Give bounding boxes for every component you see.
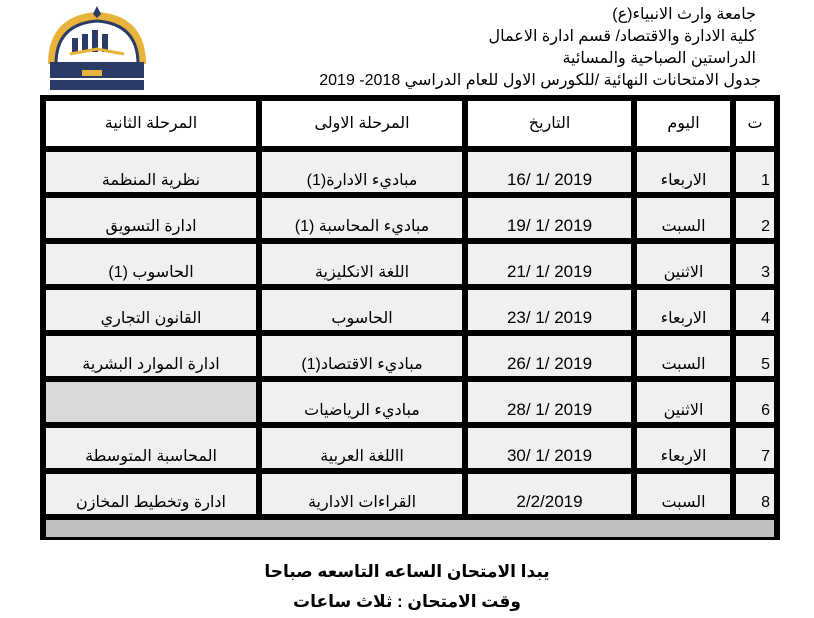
header-stage1: المرحلة الاولى bbox=[262, 101, 462, 146]
cell-date: 16/ 1/ 2019 bbox=[468, 152, 631, 192]
cell-stage2: ادارة الموارد البشرية bbox=[46, 336, 256, 376]
cell-no: 4 bbox=[736, 290, 774, 330]
cell-no: 1 bbox=[736, 152, 774, 192]
cell-day: الاثنين bbox=[637, 382, 730, 422]
cell-stage2 bbox=[46, 382, 256, 422]
cell-stage1: مباديء المحاسبة (1) bbox=[262, 198, 462, 238]
cell-day: السبت bbox=[637, 198, 730, 238]
cell-no: 7 bbox=[736, 428, 774, 468]
cell-stage1: الحاسوب bbox=[262, 290, 462, 330]
cell-date: 30/ 1/ 2019 bbox=[468, 428, 631, 468]
college-department: كلية الادارة والاقتصاد/ قسم ادارة الاعما… bbox=[488, 28, 756, 45]
document-header: جامعة وارث الانبياء(ع) كلية الادارة والا… bbox=[319, 4, 761, 92]
cell-stage1: اللغة الانكليزية bbox=[262, 244, 462, 284]
cell-stage2: القانون التجاري bbox=[46, 290, 256, 330]
cell-no: 2 bbox=[736, 198, 774, 238]
cell-stage2: الحاسوب (1) bbox=[46, 244, 256, 284]
cell-no: 6 bbox=[736, 382, 774, 422]
cell-stage1: مباديء الادارة(1) bbox=[262, 152, 462, 192]
cell-date: 19/ 1/ 2019 bbox=[468, 198, 631, 238]
cell-date: 23/ 1/ 2019 bbox=[468, 290, 631, 330]
cell-stage2: ادارة وتخطيط المخازن bbox=[46, 474, 256, 514]
cell-stage1: االلغة العربية bbox=[262, 428, 462, 468]
cell-stage2: المحاسبة المتوسطة bbox=[46, 428, 256, 468]
header-stage2: المرحلة الثانية bbox=[46, 101, 256, 146]
exam-start-note: يبدا الامتحان الساعه التاسعه صباحا bbox=[264, 562, 550, 581]
university-name: جامعة وارث الانبياء(ع) bbox=[612, 6, 756, 23]
exam-schedule-table: ت اليوم التاريخ المرحلة الاولى المرحلة ا… bbox=[40, 95, 780, 540]
cell-day: الاربعاء bbox=[637, 290, 730, 330]
cell-no: 3 bbox=[736, 244, 774, 284]
header-day: اليوم bbox=[637, 101, 730, 146]
study-type: الدراستين الصباحية والمسائية bbox=[562, 50, 756, 67]
cell-date: 28/ 1/ 2019 bbox=[468, 382, 631, 422]
cell-day: السبت bbox=[637, 474, 730, 514]
university-logo bbox=[42, 4, 152, 94]
schedule-title: جدول الامتحانات النهائية /للكورس الاول ل… bbox=[319, 72, 761, 89]
cell-day: الاربعاء bbox=[637, 428, 730, 468]
cell-no: 5 bbox=[736, 336, 774, 376]
cell-day: الاثنين bbox=[637, 244, 730, 284]
cell-date: 2/2/2019 bbox=[468, 474, 631, 514]
header-date: التاريخ bbox=[468, 101, 631, 146]
cell-no: 8 bbox=[736, 474, 774, 514]
cell-day: الاربعاء bbox=[637, 152, 730, 192]
cell-stage2: ادارة التسويق bbox=[46, 198, 256, 238]
cell-stage2: نظرية المنظمة bbox=[46, 152, 256, 192]
header-no: ت bbox=[736, 101, 774, 146]
exam-duration-note: وقت الامتحان : ثلاث ساعات bbox=[293, 592, 521, 611]
cell-stage1: القراءات الادارية bbox=[262, 474, 462, 514]
table-footer-row bbox=[46, 520, 774, 537]
cell-date: 21/ 1/ 2019 bbox=[468, 244, 631, 284]
cell-stage1: مباديء الرياضيات bbox=[262, 382, 462, 422]
cell-stage1: مباديء الاقتصاد(1) bbox=[262, 336, 462, 376]
cell-date: 26/ 1/ 2019 bbox=[468, 336, 631, 376]
cell-day: السبت bbox=[637, 336, 730, 376]
